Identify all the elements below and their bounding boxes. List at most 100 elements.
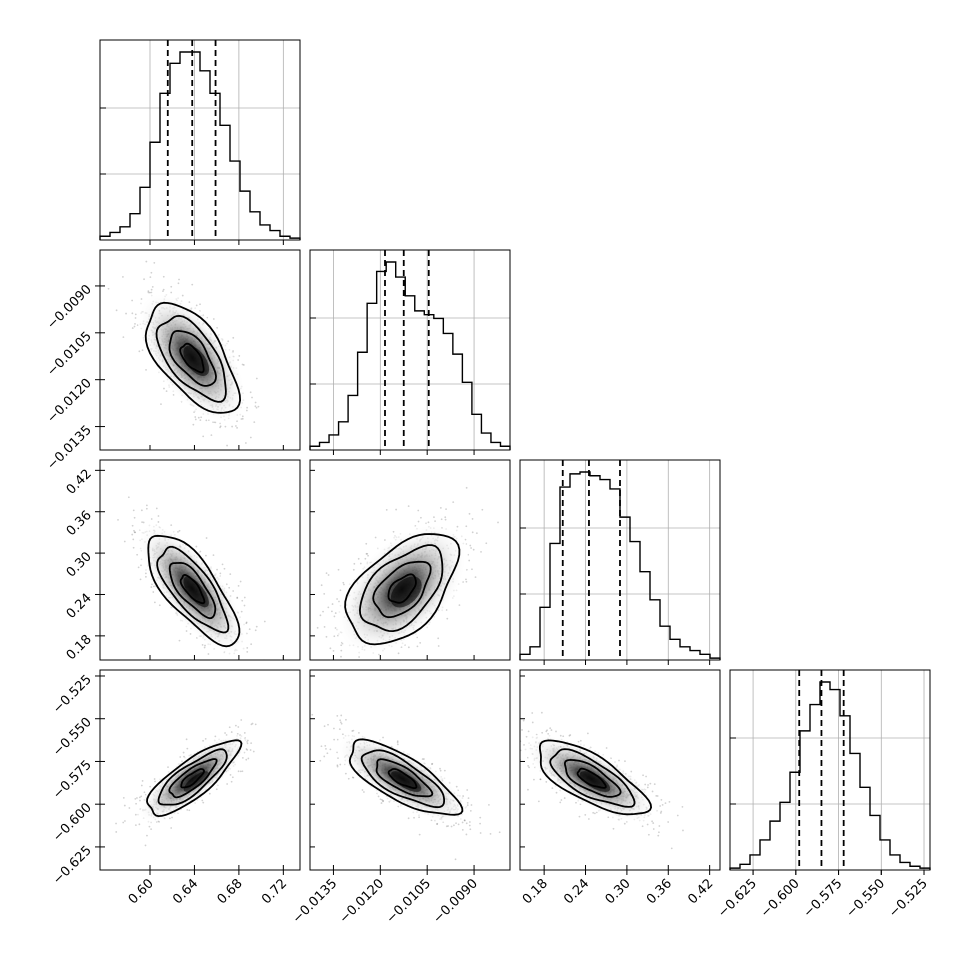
sample-point: [365, 552, 368, 555]
histogram-step: [99, 51, 301, 240]
sample-point: [177, 530, 179, 533]
sample-point: [469, 544, 472, 547]
sample-point: [141, 349, 144, 352]
sample-point: [239, 770, 242, 773]
sample-point: [158, 820, 160, 823]
contour-line: [156, 545, 230, 634]
sample-point: [245, 621, 248, 624]
sample-point: [251, 396, 253, 399]
sample-point: [243, 604, 246, 607]
sample-point: [327, 606, 330, 609]
sample-point: [465, 525, 468, 528]
contour-line: [372, 560, 432, 619]
sample-point: [224, 732, 226, 734]
scatter-panel-2-0: [99, 459, 301, 677]
sample-point: [216, 568, 218, 571]
sample-point: [219, 425, 222, 428]
sample-point: [131, 299, 134, 302]
sample-point: [245, 622, 248, 625]
sample-point: [440, 518, 443, 521]
sample-point: [134, 813, 137, 816]
panel-contents: [107, 260, 274, 458]
sample-point: [339, 589, 342, 592]
sample-point: [145, 260, 148, 263]
panel-frame: [519, 459, 721, 661]
sample-point: [246, 742, 249, 745]
sample-point: [252, 750, 255, 753]
sample-point: [322, 610, 324, 613]
sample-point: [257, 405, 260, 408]
sample-point: [480, 550, 482, 553]
sample-point: [316, 626, 319, 629]
sample-point: [439, 506, 442, 509]
contour-line: [344, 533, 461, 646]
sample-point: [178, 529, 181, 532]
sample-point: [272, 456, 274, 458]
panel-frame: [99, 459, 301, 661]
sample-point: [357, 557, 360, 560]
density-core: [390, 576, 422, 608]
histogram-step: [729, 681, 931, 870]
panel-contents: [117, 496, 284, 677]
sample-point: [254, 401, 257, 404]
sample-point: [236, 426, 238, 429]
sample-point: [131, 533, 134, 536]
sample-point: [327, 574, 330, 576]
sample-point: [244, 442, 247, 444]
scatter-panel-1-0: [99, 249, 301, 458]
sample-point: [140, 298, 143, 300]
sample-point: [143, 278, 145, 281]
panel-contents: [115, 719, 257, 847]
sample-point: [227, 340, 230, 343]
sample-point: [157, 515, 160, 517]
contour-line: [179, 573, 206, 605]
sample-point: [338, 600, 340, 603]
sample-point: [107, 287, 110, 290]
sample-point: [395, 508, 398, 511]
sample-point: [319, 614, 322, 617]
sample-point: [320, 584, 323, 587]
sample-point: [149, 785, 152, 788]
panel-frame: [99, 249, 301, 451]
sample-point: [247, 757, 250, 760]
sample-point: [237, 726, 240, 728]
sample-point: [205, 419, 208, 422]
sample-point: [367, 554, 369, 557]
sample-point: [232, 336, 235, 339]
sample-point: [188, 301, 191, 304]
sample-point: [148, 291, 151, 294]
sample-point: [125, 312, 127, 315]
sample-point: [203, 646, 206, 649]
sample-point: [472, 548, 475, 551]
sample-point: [251, 722, 254, 725]
sample-point: [374, 536, 377, 539]
sample-point: [376, 662, 378, 664]
sample-point: [340, 649, 343, 652]
sample-point: [144, 575, 147, 578]
sample-point: [225, 675, 227, 677]
sample-point: [136, 797, 138, 799]
sample-point: [236, 596, 239, 599]
sample-point: [245, 409, 248, 412]
sample-point: [146, 834, 148, 837]
sample-point: [145, 507, 148, 510]
density-core: [183, 576, 209, 608]
contour-line: [144, 301, 242, 414]
sample-point: [246, 651, 249, 653]
sample-point: [434, 520, 436, 523]
sample-point: [255, 406, 258, 409]
panel-frame: [729, 669, 931, 871]
sample-point: [235, 670, 237, 672]
sample-point: [122, 821, 125, 824]
sample-point: [243, 732, 246, 734]
sample-point: [137, 566, 140, 569]
sample-point: [142, 521, 145, 524]
sample-point: [245, 748, 248, 750]
sample-point: [134, 797, 137, 800]
sample-point: [246, 749, 249, 751]
sample-point: [163, 387, 165, 390]
sample-point: [158, 604, 161, 607]
sample-point: [228, 586, 231, 589]
sample-point: [150, 291, 153, 294]
sample-point: [337, 568, 340, 571]
